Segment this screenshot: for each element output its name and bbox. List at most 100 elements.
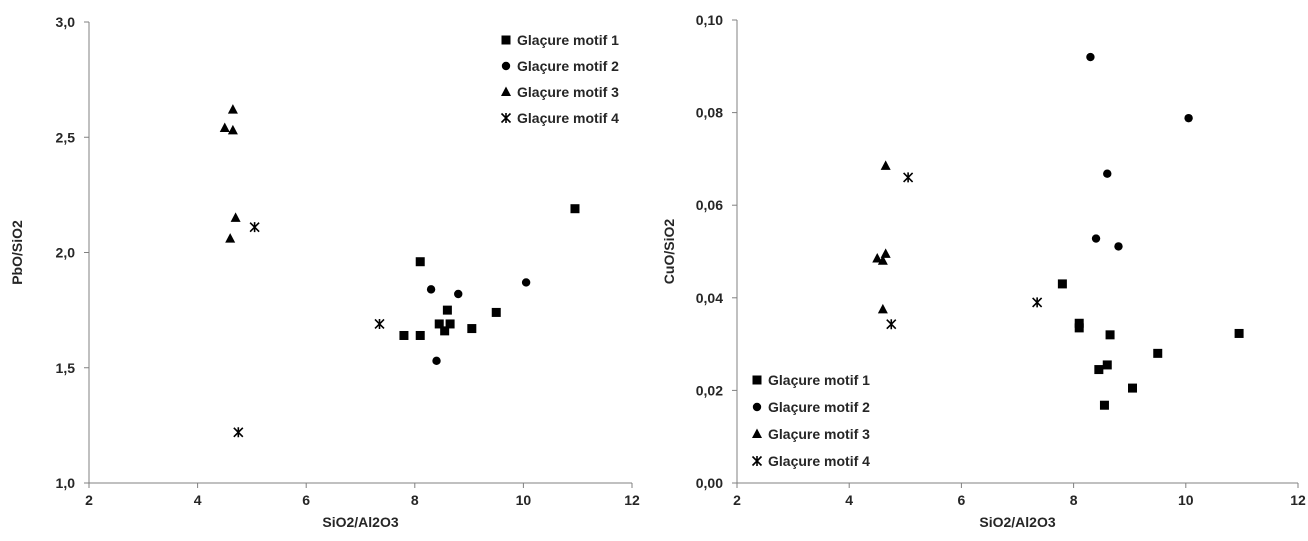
series-star <box>233 222 385 438</box>
data-point-circle <box>454 289 463 299</box>
data-point-circle <box>432 356 441 366</box>
x-axis-label: SiO2/Al2O3 <box>979 514 1055 530</box>
data-point-circle <box>1184 113 1193 123</box>
legend-label: Glaçure motif 4 <box>517 110 619 126</box>
y-tick-label: 1,5 <box>56 360 76 376</box>
x-tick-label: 10 <box>516 492 532 508</box>
legend-marker-circle <box>752 402 762 412</box>
y-tick-label: 0,04 <box>696 290 723 306</box>
x-tick-label: 2 <box>733 492 741 508</box>
data-point-star <box>1032 297 1043 308</box>
data-point-triangle <box>219 122 230 133</box>
y-tick-label: 0,10 <box>696 12 723 28</box>
legend-label: Glaçure motif 1 <box>517 32 619 48</box>
y-tick-label: 3,0 <box>56 14 76 30</box>
x-tick-label: 8 <box>1070 492 1078 508</box>
x-tick-label: 8 <box>411 492 419 508</box>
legend-marker-square <box>752 375 762 385</box>
data-point-square <box>1074 323 1084 333</box>
data-point-square <box>1074 318 1084 328</box>
series-square <box>399 204 580 340</box>
chart-right: 2 4 6 8 10 12 0,00 0,02 0,04 0,06 0,08 0,10 SiO2/Al2… <box>661 12 1306 530</box>
data-point-square <box>1099 400 1109 410</box>
data-point-circle <box>1114 242 1123 251</box>
data-point-star <box>886 319 897 330</box>
data-point-circle <box>521 278 531 287</box>
legend-marker-star <box>500 112 512 124</box>
x-tick-label: 2 <box>85 492 93 508</box>
data-point-square <box>415 257 425 267</box>
x-tick-label: 12 <box>624 492 640 508</box>
y-tick-label: 1,0 <box>56 475 76 491</box>
data-point-triangle <box>880 248 891 258</box>
data-point-square <box>467 324 477 334</box>
legend-marker-circle <box>501 61 511 71</box>
data-point-square <box>440 326 450 336</box>
data-point-square <box>491 307 501 317</box>
x-tick-label: 12 <box>1290 492 1306 508</box>
x-tick-label: 4 <box>845 492 853 508</box>
data-point-triangle <box>230 212 241 222</box>
data-point-star <box>233 427 244 438</box>
series-circle <box>426 278 531 366</box>
x-tick-label: 4 <box>194 492 202 508</box>
data-point-triangle <box>225 233 236 243</box>
series-star <box>886 172 1043 330</box>
series-circle <box>1086 52 1193 251</box>
data-point-square <box>1094 365 1104 375</box>
series-triangle <box>219 104 241 243</box>
y-axis-label: PbO/SiO2 <box>9 220 25 285</box>
legend-label: Glaçure motif 1 <box>768 372 870 388</box>
data-point-star <box>249 222 260 233</box>
legend-marker-triangle <box>501 86 511 96</box>
data-point-triangle <box>877 303 888 314</box>
legend-label: Glaçure motif 4 <box>768 453 870 469</box>
data-point-triangle <box>877 255 888 265</box>
data-point-star <box>374 318 385 330</box>
data-point-square <box>434 319 444 329</box>
data-point-square <box>570 204 580 214</box>
legend-marker-star <box>751 455 763 467</box>
data-point-square <box>1234 328 1244 338</box>
data-point-circle <box>1103 169 1112 178</box>
y-tick-label: 0,00 <box>696 475 723 491</box>
data-point-triangle <box>227 104 238 114</box>
y-axis-label: CuO/SiO2 <box>661 219 677 285</box>
y-tick-label: 0,06 <box>696 197 723 213</box>
x-axis-label: SiO2/Al2O3 <box>322 514 398 530</box>
legend-label: Glaçure motif 3 <box>517 84 619 100</box>
data-point-square <box>399 330 409 340</box>
legend-marker-triangle <box>752 428 762 438</box>
data-point-square <box>445 319 455 329</box>
data-point-star <box>903 172 914 183</box>
data-point-triangle <box>880 160 891 170</box>
data-point-circle <box>426 285 436 294</box>
legend-label: Glaçure motif 2 <box>768 399 870 415</box>
x-tick-label: 6 <box>958 492 966 508</box>
x-tick-label: 6 <box>302 492 310 508</box>
legend: Glaçure motif 1 Glaçure motif 2 Glaçure mo… <box>500 32 619 126</box>
series-triangle <box>872 160 891 314</box>
y-tick-label: 0,08 <box>696 105 723 121</box>
legend-label: Glaçure motif 3 <box>768 426 870 442</box>
data-point-square <box>1102 360 1112 370</box>
data-point-square <box>1105 330 1115 340</box>
x-tick-label: 10 <box>1178 492 1194 508</box>
data-point-square <box>415 330 425 340</box>
data-point-square <box>1057 279 1067 289</box>
data-point-circle <box>1086 52 1095 62</box>
y-tick-label: 2,0 <box>56 245 76 261</box>
data-point-triangle <box>227 124 238 135</box>
data-point-square <box>1153 348 1163 358</box>
legend-marker-square <box>501 35 511 45</box>
data-point-square <box>442 305 452 315</box>
legend: Glaçure motif 1 Glaçure motif 2 Glaçure mo… <box>751 372 870 469</box>
data-point-triangle <box>872 252 883 263</box>
series-square <box>1057 279 1244 410</box>
y-tick-label: 2,5 <box>56 129 76 145</box>
data-point-square <box>1128 383 1138 393</box>
chart-left: 2 4 6 8 10 12 1,0 1,5 2,0 2,5 3,0 SiO2/Al2O3 PbO/SiO… <box>9 14 640 530</box>
legend-label: Glaçure motif 2 <box>517 58 619 74</box>
data-point-circle <box>1091 234 1101 243</box>
